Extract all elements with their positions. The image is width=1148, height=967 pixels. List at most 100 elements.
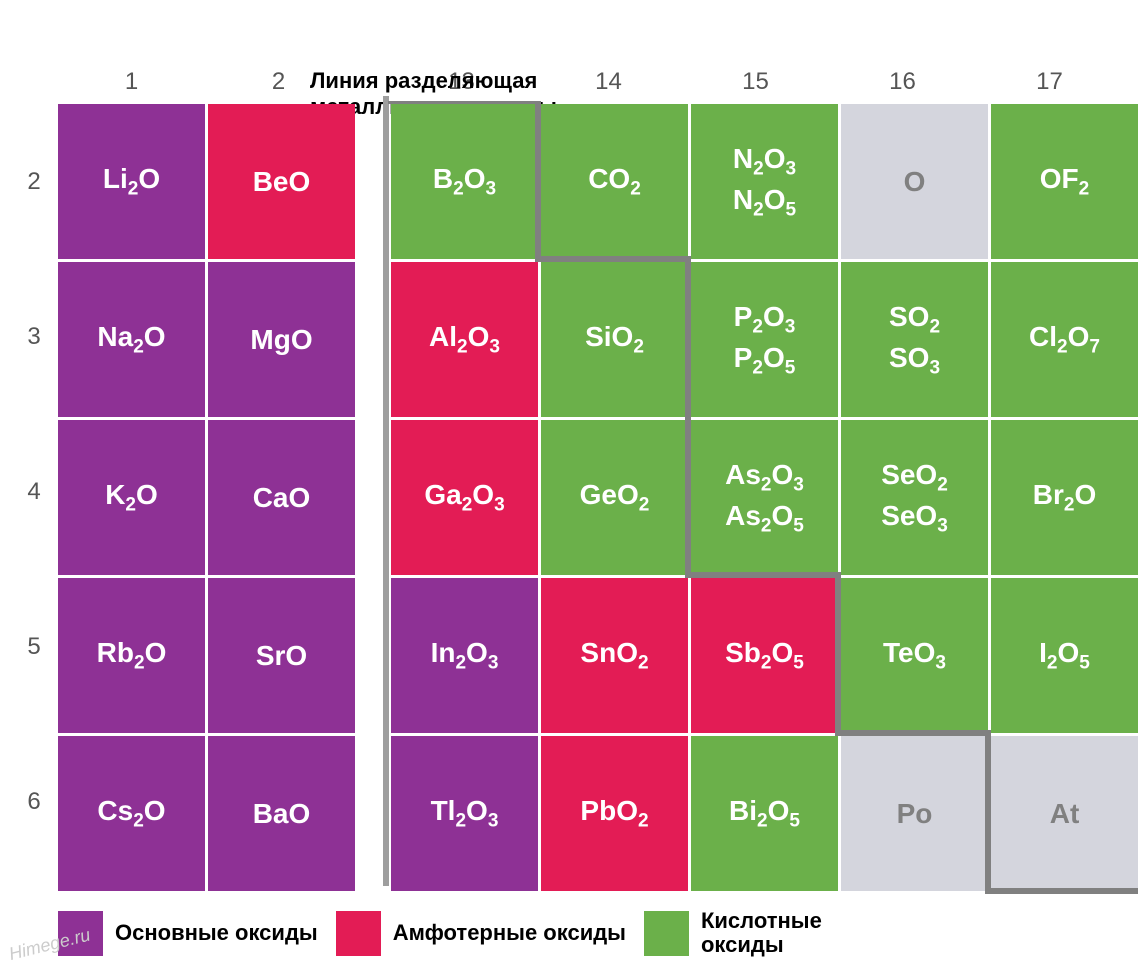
legend-label-acidic: Кислотныеоксиды	[701, 909, 822, 957]
formula: P2O3P2O5	[734, 299, 796, 380]
formula: B2O3	[433, 161, 496, 201]
grid-area: 23456 Li2O BeO Na2O MgO K2O CaO Rb2O SrO Cs2O BaO…	[10, 104, 1138, 891]
legend-item-amphoteric: Амфотерные оксиды	[336, 911, 626, 956]
left-cell-r3-c0: Rb2O	[58, 578, 205, 733]
formula: SrO	[256, 638, 307, 673]
right-cell-r0-c3: O	[841, 104, 988, 259]
right-cell-r3-c2: Sb2O5	[691, 578, 838, 733]
row-header-2: 2	[10, 104, 58, 259]
formula: OF2	[1040, 161, 1089, 201]
formula: N2O3N2O5	[733, 141, 796, 222]
right-cell-r4-c1: PbO2	[541, 736, 688, 891]
right-cell-r2-c0: Ga2O3	[391, 420, 538, 575]
right-cell-r1-c2: P2O3P2O5	[691, 262, 838, 417]
right-cell-r4-c2: Bi2O5	[691, 736, 838, 891]
formula: Na2O	[97, 319, 165, 359]
left-cell-r3-c1: SrO	[208, 578, 355, 733]
formula: PbO2	[580, 793, 648, 833]
formula: BeO	[253, 164, 311, 199]
metal-nonmetal-divider	[383, 96, 389, 886]
left-block: Li2O BeO Na2O MgO K2O CaO Rb2O SrO Cs2O BaO	[58, 104, 355, 891]
right-cell-r2-c2: As2O3As2O5	[691, 420, 838, 575]
right-cell-r4-c0: Tl2O3	[391, 736, 538, 891]
formula: Cl2O7	[1029, 319, 1100, 359]
right-cell-r1-c3: SO2SO3	[841, 262, 988, 417]
legend: Основные оксиды Амфотерные оксиды Кислотны…	[58, 909, 1138, 957]
formula: CO2	[588, 161, 641, 201]
legend-swatch-acidic	[644, 911, 689, 956]
legend-item-basic: Основные оксиды	[58, 911, 318, 956]
right-cell-r3-c3: TeO3	[841, 578, 988, 733]
left-cell-r2-c1: CaO	[208, 420, 355, 575]
right-cell-r3-c1: SnO2	[541, 578, 688, 733]
legend-swatch-amphoteric	[336, 911, 381, 956]
row-header-6: 6	[10, 724, 58, 879]
block-gap	[355, 104, 391, 891]
formula: Br2O	[1033, 477, 1097, 517]
left-cell-r0-c0: Li2O	[58, 104, 205, 259]
right-cell-r1-c4: Cl2O7	[991, 262, 1138, 417]
row-header-4: 4	[10, 414, 58, 569]
formula: I2O5	[1039, 635, 1090, 675]
formula: As2O3As2O5	[725, 457, 804, 538]
col-header-16: 16	[829, 68, 976, 96]
right-cell-r1-c0: Al2O3	[391, 262, 538, 417]
formula: Po	[897, 796, 933, 831]
col-header-17: 17	[976, 68, 1123, 96]
right-cell-r2-c4: Br2O	[991, 420, 1138, 575]
formula: Rb2O	[97, 635, 167, 675]
col-header-1: 1	[58, 68, 205, 96]
legend-label-basic: Основные оксиды	[115, 921, 318, 945]
right-cell-r0-c2: N2O3N2O5	[691, 104, 838, 259]
watermark: Himege.ru	[7, 925, 93, 965]
right-cell-r3-c4: I2O5	[991, 578, 1138, 733]
formula: K2O	[105, 477, 158, 517]
column-headers: 121314151617	[58, 68, 1138, 96]
formula: Bi2O5	[729, 793, 800, 833]
left-cell-r4-c1: BaO	[208, 736, 355, 891]
right-cell-r4-c4: At	[991, 736, 1138, 891]
right-cell-r2-c3: SeO2SeO3	[841, 420, 988, 575]
legend-label-amphoteric: Амфотерные оксиды	[393, 921, 626, 945]
formula: Sb2O5	[725, 635, 804, 675]
annotation-line1: Линия разделяющая	[310, 68, 557, 94]
right-cell-r0-c4: OF2	[991, 104, 1138, 259]
formula: Tl2O3	[431, 793, 499, 833]
row-header-3: 3	[10, 259, 58, 414]
formula: Li2O	[103, 161, 160, 201]
col-header-15: 15	[682, 68, 829, 96]
formula: SeO2SeO3	[881, 457, 948, 538]
formula: BaO	[253, 796, 311, 831]
formula: At	[1050, 796, 1080, 831]
formula: Cs2O	[97, 793, 165, 833]
right-cell-r2-c1: GeO2	[541, 420, 688, 575]
oxide-table-container: Линия разделяющая металлы и неметаллы ↓ …	[10, 68, 1138, 957]
formula: In2O3	[431, 635, 499, 675]
right-block: B2O3 CO2 N2O3N2O5 O OF2 Al2O3 SiO2 P2O3P2O5 SO2S…	[391, 104, 1138, 891]
blocks-wrap: Li2O BeO Na2O MgO K2O CaO Rb2O SrO Cs2O BaO B2O3 C…	[58, 104, 1138, 891]
legend-item-acidic: Кислотныеоксиды	[644, 909, 822, 957]
left-cell-r1-c0: Na2O	[58, 262, 205, 417]
col-header-14: 14	[535, 68, 682, 96]
right-cell-r0-c1: CO2	[541, 104, 688, 259]
formula: CaO	[253, 480, 311, 515]
right-cell-r4-c3: Po	[841, 736, 988, 891]
right-cell-r1-c1: SiO2	[541, 262, 688, 417]
formula: GeO2	[580, 477, 650, 517]
left-cell-r4-c0: Cs2O	[58, 736, 205, 891]
formula: SiO2	[585, 319, 644, 359]
formula: MgO	[250, 322, 312, 357]
row-header-5: 5	[10, 569, 58, 724]
formula: Ga2O3	[424, 477, 504, 517]
formula: O	[904, 164, 926, 199]
formula: SnO2	[580, 635, 648, 675]
left-cell-r2-c0: K2O	[58, 420, 205, 575]
left-cell-r1-c1: MgO	[208, 262, 355, 417]
row-headers: 23456	[10, 104, 58, 891]
right-cell-r3-c0: In2O3	[391, 578, 538, 733]
right-cell-r0-c0: B2O3	[391, 104, 538, 259]
formula: TeO3	[883, 635, 946, 675]
formula: Al2O3	[429, 319, 500, 359]
left-cell-r0-c1: BeO	[208, 104, 355, 259]
formula: SO2SO3	[889, 299, 940, 380]
